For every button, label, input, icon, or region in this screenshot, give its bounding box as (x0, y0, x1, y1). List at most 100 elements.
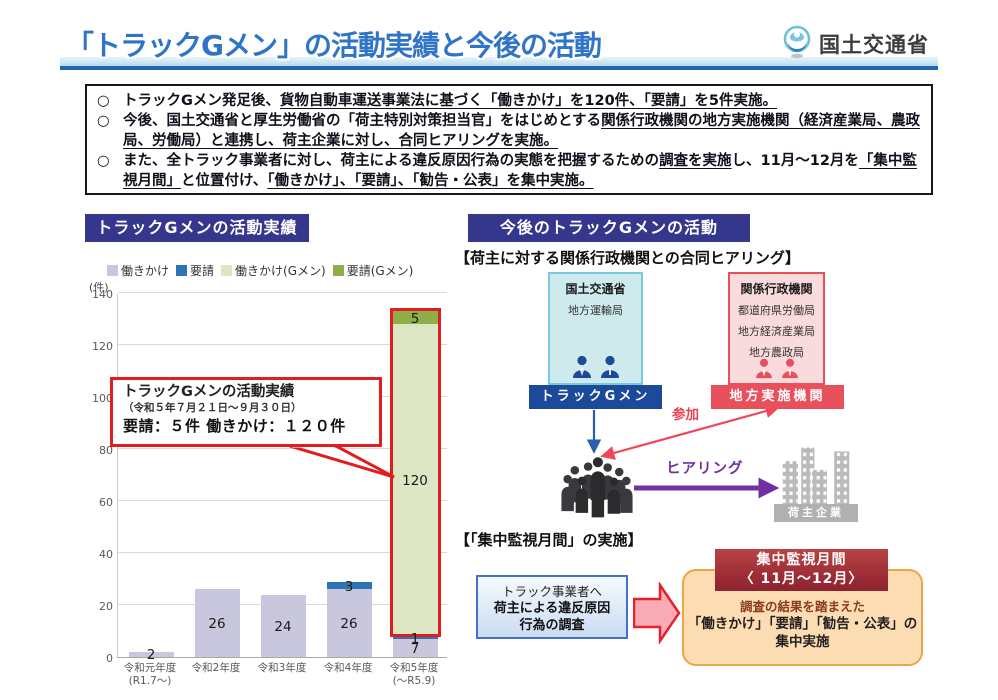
mlit-person-icons (550, 355, 641, 379)
legend-label: 働きかけ (121, 264, 170, 278)
bar-segment (326, 589, 372, 657)
survey-line2: 荷主による違反原因 (493, 601, 611, 616)
page-title: 「トラックGメン」の活動実績と今後の活動 (66, 29, 602, 62)
callout-pointer (280, 444, 402, 488)
bullet-text-segment: 今後、国土交通省と厚生労働省の「荷主特別対策担当官」をはじめとする (123, 113, 602, 129)
bar-value-label: 120 (402, 473, 428, 490)
y-tick-label: 0 (106, 652, 113, 665)
mlit-org-item: 地方運輸局 (568, 304, 623, 317)
kankei-org-item: 都道府県労働局 (738, 304, 815, 317)
bar-segment (392, 638, 438, 657)
legend-swatch (107, 265, 118, 276)
legend-item: 要請(Gメン) (332, 262, 414, 279)
y-tick-label: 100 (92, 392, 113, 405)
shipper-company-label: 荷主企業 (774, 504, 858, 522)
y-tick-label: 20 (99, 600, 113, 613)
bullet-text-segment: 「働きかけ」、「要請」、「勧告・公表」を集中実施。 (267, 173, 594, 189)
x-tick-label: 令和元年度 (R1.7～) (123, 662, 177, 687)
kankei-org-title: 関係行政機関 (740, 282, 813, 296)
chart-gridline (118, 552, 447, 553)
summary-bullet: ○ 今後、国土交通省と厚生労働省の「荷主特別対策担当官」をはじめとする関係行政機関… (97, 111, 923, 151)
chart-plot-area: 2 26 24 26 3 7 1 120 5 (117, 292, 447, 663)
legend-item: 働きかけ (107, 262, 169, 279)
legend-item: 働きかけ(Gメン) (221, 262, 326, 279)
mlit-logo: 国土交通省 (782, 25, 929, 63)
x-tick-label: 令和2年度 (191, 662, 241, 674)
bar-segment (392, 636, 438, 639)
gmen-highlight-outline (389, 308, 441, 638)
bullet-marker: ○ (97, 153, 110, 169)
y-tick-label: 120 (92, 340, 113, 353)
mlit-org-title: 国土交通省 (565, 282, 626, 296)
survey-line1: トラック事業者へ (501, 584, 602, 599)
diagram-arrows (586, 404, 780, 499)
activity-bar-chart: 働きかけ 要請 働きかけ(Gメン) 要請(Gメン) (件) 0 20 40 60 80 100 1… (85, 252, 455, 700)
legend-item: 要請 (176, 262, 214, 279)
kankei-person-icons (730, 358, 823, 379)
kankei-org-item: 地方経済産業局 (738, 325, 815, 338)
x-tick-label: 令和5年度 (～R5.9) (389, 662, 439, 687)
period-line2: 〈 11月～12月〉 (739, 571, 864, 587)
period-line1: 集中監視月間 (756, 552, 847, 568)
bar-segment (326, 581, 372, 590)
chart-gridline (118, 344, 447, 345)
bar-value-label: 1 (410, 630, 420, 647)
y-tick-label: 40 (99, 548, 113, 561)
chart-gridline (118, 500, 447, 501)
chart-callout: トラックGメンの活動実績 （令和５年７月２１日～９月３０日） 要請：５件 働きか… (110, 377, 382, 447)
bullet-marker: ○ (97, 113, 110, 129)
chart-legend: 働きかけ 要請 働きかけ(Gメン) 要請(Gメン) (107, 262, 413, 279)
summary-bullet: ○ トラックGメン発足後、貨物自動車運送事業法に基づく「働きかけ」を120件、「要… (97, 91, 923, 111)
callout-title: トラックGメンの活動実績 (123, 384, 295, 400)
kankei-org-item: 地方農政局 (749, 346, 804, 359)
chart-gridline (118, 448, 447, 449)
result-line1: 調査の結果を踏まえた (739, 599, 865, 614)
bullet-text-segment: 調査を実施 (659, 153, 732, 169)
bullet-text-segment: また、全トラック事業者に対し、荷主による違反原因行為の実態を把握するための (123, 153, 660, 169)
y-tick-label: 60 (99, 496, 113, 509)
title-band (60, 57, 938, 70)
mlit-logo-text: 国土交通省 (819, 33, 929, 57)
y-tick-label: 80 (99, 444, 113, 457)
shipper-buildings-icon (780, 443, 856, 511)
local-implementation-label: 地方実施機関 (711, 385, 844, 409)
callout-figures: 要請：５件 働きかけ：１２０件 (123, 417, 346, 435)
right-section-header: 今後のトラックGメンの活動 (468, 214, 750, 242)
left-section-header: トラックGメンの活動実績 (85, 214, 309, 242)
bullet-marker: ○ (97, 93, 110, 109)
bullet-text-segment: 貨物自動車運送事業法に基づく「働きかけ」を120件、「要請」を5件実施。 (279, 93, 778, 109)
person-icon (781, 358, 798, 379)
bar-value-label: 26 (208, 616, 226, 633)
hearing-section-title: 【荷主に対する関係行政機関との合同ヒアリング】 (455, 249, 800, 267)
bar-segment (260, 594, 306, 657)
bullet-text-segment: トラックGメン発足後、 (123, 93, 280, 109)
bar-segment (194, 589, 240, 657)
x-tick-label: 令和3年度 (257, 662, 307, 674)
bullet-text-segment: 関係行政機関の地方実施機関（経済産業局、農政局、労働局）と連携し、荷主企業に対し… (123, 113, 921, 149)
result-line3: 集中実施 (775, 634, 830, 650)
legend-label: 要請(Gメン) (346, 264, 414, 278)
bullet-text-segment: し、11月～12月を (731, 153, 859, 169)
bar-segment (392, 311, 438, 325)
legend-swatch (332, 265, 344, 276)
bullet-text-segment: 「集中監視月間」 (123, 153, 917, 189)
hearing-arrow-label: ヒアリング (666, 461, 744, 477)
bar-segment (128, 651, 174, 657)
bar-value-label: 24 (274, 618, 292, 635)
survey-line3: 行為の調査 (519, 618, 585, 633)
callout-period: （令和５年７月２１日～９月３０日） (123, 402, 302, 414)
bullet-text-segment: と位置付け、 (181, 173, 268, 189)
legend-swatch (221, 265, 233, 276)
chart-gridline (118, 292, 447, 293)
bar-value-label: 2 (146, 647, 156, 664)
monitoring-period-box: 集中監視月間 〈 11月～12月〉 (715, 549, 888, 591)
bar-value-label: 3 (344, 578, 354, 595)
person-icon (572, 355, 591, 378)
jisshi-participation-arrow (600, 404, 780, 460)
y-tick-label: 140 (92, 288, 113, 301)
monitoring-section-title: 【「集中監視月間」の実施】 (455, 531, 643, 549)
bar-segment (392, 324, 438, 637)
flow-arrow-icon (632, 580, 681, 648)
bar-value-label: 5 (410, 310, 420, 327)
